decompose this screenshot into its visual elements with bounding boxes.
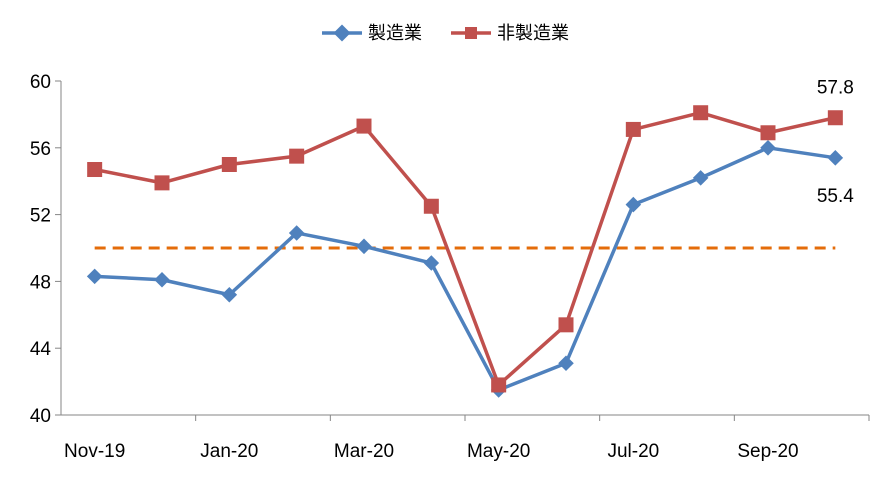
data-point bbox=[625, 121, 641, 137]
data-point bbox=[827, 150, 844, 166]
data-point bbox=[356, 238, 372, 255]
legend-label-non-manufacturing: 非製造業 bbox=[497, 23, 569, 43]
y-ticks: 40 44 48 52 56 60 bbox=[30, 72, 61, 427]
legend-marker-manufacturing bbox=[333, 24, 351, 42]
data-point bbox=[423, 255, 440, 271]
data-point bbox=[625, 196, 642, 213]
data-point bbox=[760, 140, 776, 156]
series-1 bbox=[87, 105, 843, 393]
data-point bbox=[87, 162, 103, 178]
data-point bbox=[558, 355, 574, 372]
data-point bbox=[423, 198, 439, 214]
data-point bbox=[289, 148, 305, 164]
x-tick-label: Sep-20 bbox=[737, 441, 798, 462]
legend-item-non-manufacturing: 非製造業 bbox=[451, 23, 569, 43]
data-point bbox=[356, 118, 372, 134]
data-label: 55.4 bbox=[817, 186, 854, 207]
data-point bbox=[221, 286, 238, 303]
series-0 bbox=[86, 140, 844, 398]
y-tick-label: 60 bbox=[30, 72, 51, 93]
data-point bbox=[491, 377, 507, 393]
legend: 製造業 非製造業 bbox=[322, 23, 569, 43]
legend-marker-non-manufacturing bbox=[465, 27, 477, 39]
y-tick-label: 44 bbox=[30, 339, 52, 360]
data-point bbox=[692, 170, 709, 186]
series-group bbox=[86, 105, 844, 398]
data-point bbox=[760, 125, 776, 141]
y-tick-label: 52 bbox=[30, 206, 51, 227]
data-point bbox=[288, 225, 305, 241]
y-tick-label: 40 bbox=[30, 406, 51, 427]
series-line-0 bbox=[94, 146, 836, 392]
x-tick-label: Mar-20 bbox=[334, 441, 394, 462]
data-point bbox=[154, 271, 170, 288]
x-tick-label: May-20 bbox=[467, 441, 530, 462]
x-tick-label: Nov-19 bbox=[64, 441, 125, 462]
x-tick-label: Jul-20 bbox=[607, 441, 659, 462]
data-point bbox=[558, 317, 574, 333]
annotations: 57.8 55.4 bbox=[817, 78, 854, 207]
legend-label-manufacturing: 製造業 bbox=[368, 23, 422, 43]
data-point bbox=[154, 175, 170, 191]
data-point bbox=[86, 268, 103, 285]
y-tick-label: 48 bbox=[30, 272, 51, 293]
legend-item-manufacturing: 製造業 bbox=[322, 23, 422, 43]
data-point bbox=[827, 110, 843, 126]
data-point bbox=[221, 157, 237, 172]
x-ticks: Nov-19 Jan-20 Mar-20 May-20 Jul-20 Sep-20 bbox=[64, 415, 870, 462]
series-line-1 bbox=[94, 110, 836, 387]
data-point bbox=[693, 105, 709, 121]
y-tick-label: 56 bbox=[30, 139, 51, 160]
data-label: 57.8 bbox=[817, 78, 854, 99]
x-tick-label: Jan-20 bbox=[200, 441, 258, 462]
